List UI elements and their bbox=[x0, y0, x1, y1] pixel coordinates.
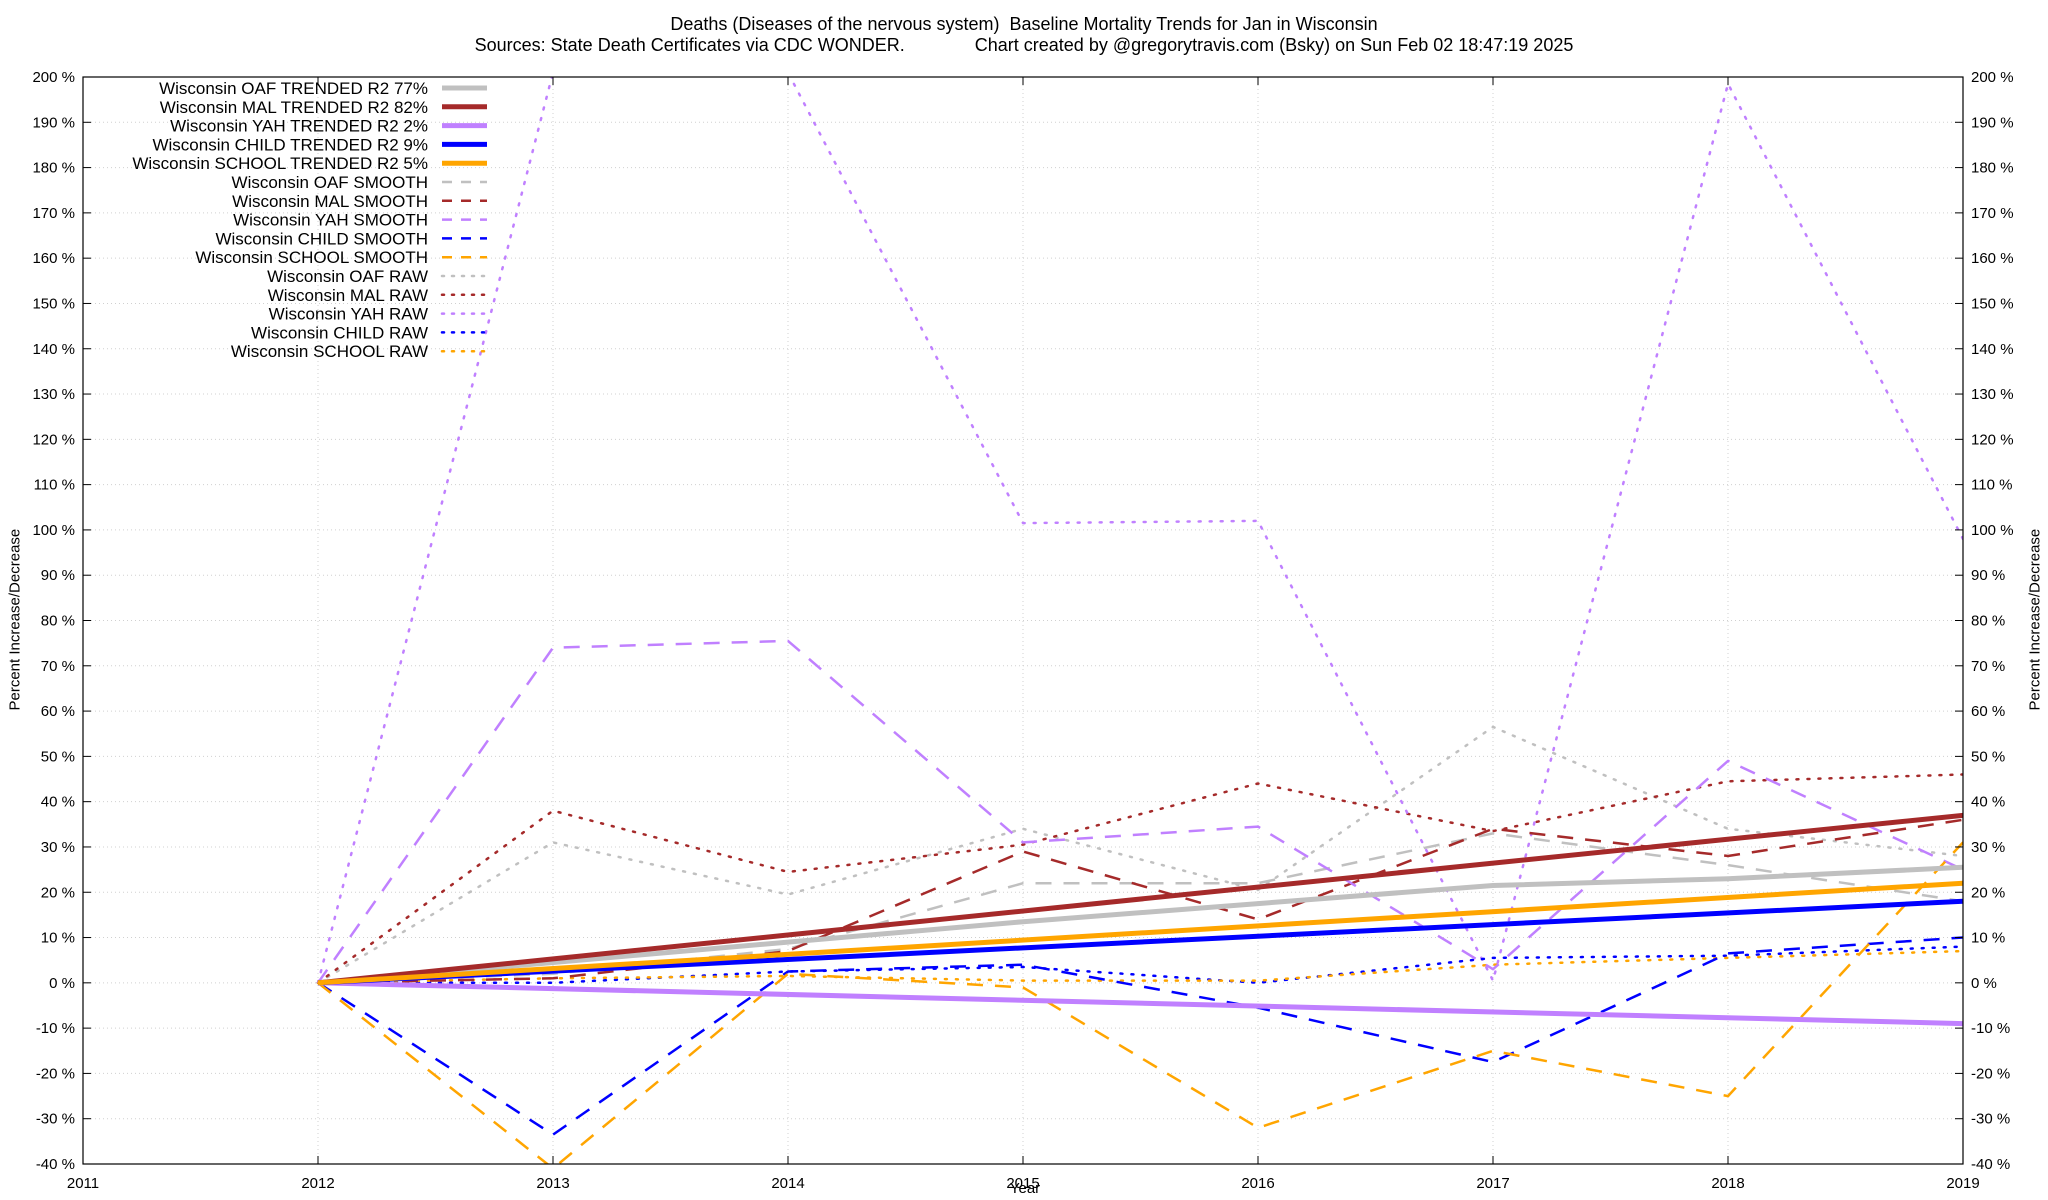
legend-label: Wisconsin OAF TRENDED R2 77% bbox=[159, 79, 428, 98]
y-tick-label-right: -30 % bbox=[1971, 1111, 2010, 1128]
y-tick-label-left: 170 % bbox=[32, 205, 75, 222]
y-tick-label-right: 160 % bbox=[1971, 250, 2014, 267]
y-tick-label-left: 0 % bbox=[49, 975, 75, 992]
y-tick-label-left: 70 % bbox=[41, 658, 75, 675]
series-wisconsin-child-smooth bbox=[317, 936, 1963, 1136]
y-tick-label-left: 120 % bbox=[32, 431, 75, 448]
y-tick-label-left: 100 % bbox=[32, 522, 75, 539]
legend-label: Wisconsin MAL RAW bbox=[268, 286, 428, 305]
y-tick-label-right: 130 % bbox=[1971, 386, 2014, 403]
y-tick-label-left: 140 % bbox=[32, 341, 75, 358]
y-tick-label-right: 40 % bbox=[1971, 794, 2005, 811]
y-tick-label-right: 30 % bbox=[1971, 839, 2005, 856]
x-tick-label: 2018 bbox=[1711, 1175, 1744, 1192]
y-tick-label-right: 80 % bbox=[1971, 613, 2005, 630]
x-tick-label: 2016 bbox=[1241, 1175, 1274, 1192]
y-tick-label-right: 170 % bbox=[1971, 205, 2014, 222]
series-wisconsin-school-trended-r2 bbox=[317, 880, 1963, 986]
legend-label: Wisconsin YAH SMOOTH bbox=[233, 211, 428, 230]
y-tick-label-left: 180 % bbox=[32, 160, 75, 177]
legend-label: Wisconsin MAL SMOOTH bbox=[232, 192, 428, 211]
y-tick-label-left: -20 % bbox=[36, 1065, 75, 1082]
series-wisconsin-oaf-raw bbox=[316, 725, 1963, 985]
y-tick-label-right: 20 % bbox=[1971, 884, 2005, 901]
y-tick-label-right: 50 % bbox=[1971, 748, 2005, 765]
x-tick-label: 2015 bbox=[1006, 1175, 1039, 1192]
y-tick-label-left: 110 % bbox=[34, 477, 75, 494]
x-tick-label: 2019 bbox=[1946, 1175, 1979, 1192]
y-tick-label-right: 180 % bbox=[1971, 160, 2014, 177]
y-tick-label-left: 40 % bbox=[41, 794, 75, 811]
legend-label: Wisconsin SCHOOL RAW bbox=[231, 342, 428, 361]
y-axis-label-left: Percent Increase/Decrease bbox=[6, 528, 24, 711]
x-tick-label: 2017 bbox=[1476, 1175, 1509, 1192]
y-tick-label-left: 50 % bbox=[41, 748, 75, 765]
legend-label: Wisconsin OAF SMOOTH bbox=[232, 173, 428, 192]
legend-label: Wisconsin YAH RAW bbox=[269, 305, 428, 324]
series-wisconsin-mal-smooth bbox=[317, 818, 1963, 985]
legend-label: Wisconsin MAL TRENDED R2 82% bbox=[160, 98, 428, 117]
legend-label: Wisconsin SCHOOL SMOOTH bbox=[195, 248, 428, 267]
series-wisconsin-yah-smooth bbox=[316, 639, 1963, 984]
x-tick-label: 2011 bbox=[67, 1175, 99, 1192]
series-wisconsin-mal-raw bbox=[316, 773, 1963, 985]
y-tick-label-left: 130 % bbox=[32, 386, 75, 403]
y-tick-label-left: -10 % bbox=[36, 1020, 75, 1037]
y-tick-label-left: 10 % bbox=[41, 930, 75, 947]
axis-ticks: 2011 2012 2013 2014 2015 2016 2017 2018 2019 -40 … bbox=[32, 69, 2013, 1192]
y-tick-label-right: 110 % bbox=[1971, 477, 2012, 494]
series-wisconsin-mal-trended-r2 bbox=[317, 812, 1963, 986]
y-tick-label-right: -20 % bbox=[1971, 1065, 2010, 1082]
y-tick-label-left: 190 % bbox=[32, 114, 75, 131]
y-tick-label-left: 160 % bbox=[32, 250, 75, 267]
y-tick-label-right: 120 % bbox=[1971, 431, 2014, 448]
y-tick-label-right: 140 % bbox=[1971, 341, 2014, 358]
series-wisconsin-child-raw bbox=[316, 945, 1963, 985]
y-tick-label-left: 30 % bbox=[41, 839, 75, 856]
chart-title: Deaths (Diseases of the nervous system) … bbox=[670, 14, 1378, 34]
series-wisconsin-school-raw bbox=[316, 949, 1963, 985]
legend-label: Wisconsin CHILD RAW bbox=[251, 323, 428, 342]
y-tick-label-right: 60 % bbox=[1971, 703, 2005, 720]
series-lines bbox=[316, 77, 1963, 1164]
y-tick-label-right: 0 % bbox=[1971, 975, 1997, 992]
y-tick-label-right: -10 % bbox=[1971, 1020, 2010, 1037]
legend-label: Wisconsin SCHOOL TRENDED R2 5% bbox=[132, 154, 428, 173]
y-tick-label-left: 200 % bbox=[32, 69, 75, 86]
x-tick-label: 2012 bbox=[301, 1175, 334, 1192]
series-wisconsin-oaf-trended-r2 bbox=[317, 864, 1963, 986]
legend: Wisconsin OAF TRENDED R2 77%Wisconsin MA… bbox=[132, 79, 489, 361]
y-tick-label-right: 150 % bbox=[1971, 295, 2014, 312]
x-tick-label: 2014 bbox=[771, 1175, 804, 1192]
y-tick-label-right: 100 % bbox=[1971, 522, 2014, 539]
x-tick-label: 2013 bbox=[536, 1175, 569, 1192]
series-wisconsin-school-smooth bbox=[317, 841, 1963, 1164]
x-axis-label: Year bbox=[1009, 1180, 1041, 1197]
y-axis-label-right: Percent Increase/Decrease bbox=[2026, 528, 2044, 711]
y-tick-label-right: 90 % bbox=[1971, 567, 2005, 584]
y-tick-label-left: 90 % bbox=[41, 567, 75, 584]
legend-label: Wisconsin YAH TRENDED R2 2% bbox=[170, 117, 428, 136]
legend-label: Wisconsin OAF RAW bbox=[267, 267, 428, 286]
chart-subtitle: Sources: State Death Certificates via CD… bbox=[474, 35, 1574, 55]
series-wisconsin-child-trended-r2 bbox=[317, 898, 1963, 986]
y-tick-label-left: -40 % bbox=[36, 1156, 75, 1173]
y-tick-label-right: 190 % bbox=[1971, 114, 2014, 131]
y-tick-label-left: 150 % bbox=[32, 295, 75, 312]
grid-lines bbox=[83, 77, 1963, 1164]
legend-label: Wisconsin CHILD TRENDED R2 9% bbox=[152, 135, 428, 154]
y-tick-label-left: 20 % bbox=[41, 884, 75, 901]
y-tick-label-right: 10 % bbox=[1971, 930, 2005, 947]
legend-label: Wisconsin CHILD SMOOTH bbox=[215, 229, 428, 248]
y-tick-label-left: 60 % bbox=[41, 703, 75, 720]
y-tick-label-left: 80 % bbox=[41, 613, 75, 630]
y-tick-label-left: -30 % bbox=[36, 1111, 75, 1128]
y-tick-label-right: -40 % bbox=[1971, 1156, 2010, 1173]
y-tick-label-right: 200 % bbox=[1971, 69, 2014, 86]
series-wisconsin-yah-trended-r2 bbox=[317, 980, 1963, 1027]
y-tick-label-right: 70 % bbox=[1971, 658, 2005, 675]
